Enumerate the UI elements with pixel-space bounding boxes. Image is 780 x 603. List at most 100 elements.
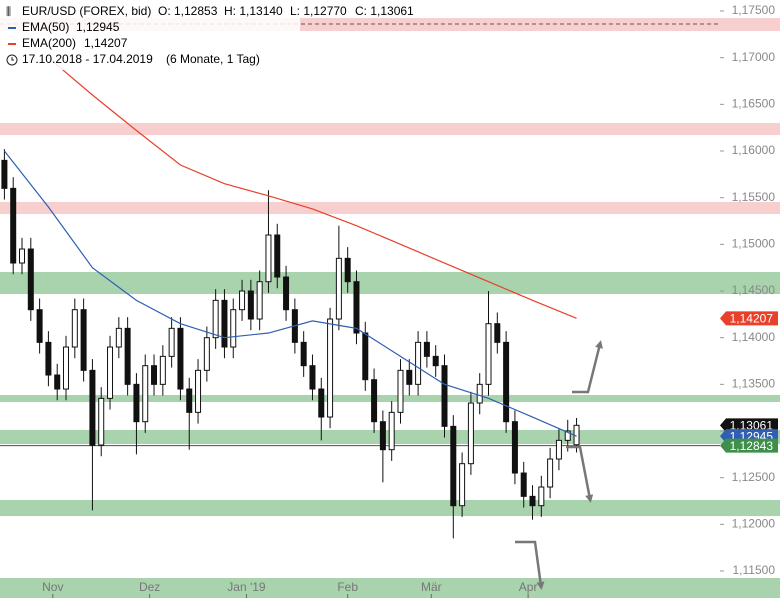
y-tick-label: 1,16500	[732, 97, 776, 111]
x-tick-label: Dez	[139, 580, 160, 594]
price-tag	[720, 438, 778, 453]
candle-body	[27, 248, 34, 311]
candle-body	[19, 248, 26, 264]
y-tick-label: 1,12500	[732, 470, 776, 484]
y-tick-label: 1,16000	[732, 143, 776, 157]
candle-body	[485, 323, 492, 385]
ohlc: O: 1,12853	[158, 4, 218, 18]
candle-body	[71, 309, 78, 348]
candle-body	[423, 341, 430, 357]
candle-body	[212, 299, 219, 339]
candle-body	[450, 425, 457, 507]
y-tick-label: 1,17000	[732, 50, 776, 64]
x-tick-label: Nov	[42, 580, 63, 594]
legend-value: 1,12945	[76, 20, 120, 34]
legend-value: 1,14207	[84, 36, 128, 50]
header-bg	[0, 0, 300, 70]
x-tick-label: Jan '19	[227, 580, 266, 594]
candle-body	[511, 421, 518, 474]
candle-body	[1, 159, 8, 189]
candle-body	[36, 309, 43, 343]
candle-body	[151, 365, 158, 385]
price-tag-label: 1,13061	[730, 419, 774, 433]
candle-body	[221, 299, 228, 348]
candle-body	[371, 379, 378, 423]
date-range: 17.10.2018 - 17.04.2019	[22, 52, 153, 66]
candle-body	[415, 341, 422, 385]
candle-body	[353, 281, 360, 334]
zone	[0, 271, 780, 295]
candle-body	[309, 365, 316, 390]
candle-body	[538, 486, 545, 507]
price-tag-label: 1,12843	[730, 439, 774, 453]
candle-body	[159, 355, 166, 385]
candle-body	[230, 309, 237, 348]
candle-body	[10, 187, 17, 264]
y-tick-label: 1,17500	[732, 3, 776, 17]
candle-body	[459, 463, 466, 507]
candle-body	[98, 397, 105, 446]
x-tick-label: Feb	[337, 580, 358, 594]
candle-body	[283, 276, 290, 311]
candle-body	[344, 257, 351, 283]
zone	[0, 201, 780, 215]
candle-body	[327, 318, 334, 418]
candle-body	[362, 332, 369, 381]
candle-body	[45, 341, 52, 376]
y-tick-label: 1,15500	[732, 190, 776, 204]
arrow-down	[566, 445, 594, 503]
zone	[0, 578, 780, 600]
y-tick-label: 1,14000	[732, 330, 776, 344]
legend-label: EMA(50)	[22, 20, 69, 34]
candle-body	[494, 323, 501, 343]
title: EUR/USD (FOREX, bid)	[22, 4, 151, 18]
x-tick-label: Mär	[421, 580, 442, 594]
candle-body	[432, 355, 439, 367]
ohlc: L: 1,12770	[290, 4, 347, 18]
candle-body	[503, 341, 510, 423]
candle-body	[265, 234, 272, 283]
candle-body	[274, 234, 281, 278]
candle-body	[168, 327, 175, 357]
candle-body	[467, 402, 474, 465]
zone	[0, 499, 780, 517]
candle-body	[397, 369, 404, 413]
candle-body	[195, 369, 202, 413]
candle-body	[124, 327, 131, 385]
candle-body	[335, 257, 342, 320]
clock-hands	[11, 57, 14, 61]
price-tag	[720, 418, 778, 433]
candle-body	[80, 309, 87, 371]
candle-body	[529, 495, 536, 507]
candle-body	[476, 383, 483, 404]
candle-body	[379, 421, 386, 451]
candle-body	[203, 337, 210, 371]
candle-body	[107, 346, 114, 399]
candle-body	[520, 472, 527, 497]
y-tick-label: 1,15000	[732, 237, 776, 251]
candle-body	[300, 341, 307, 367]
ema-line	[48, 57, 577, 319]
candle-body	[133, 383, 140, 423]
y-tick-label: 1,13500	[732, 377, 776, 391]
price-tag	[720, 311, 778, 326]
ema-line	[3, 150, 577, 437]
clock-icon	[6, 54, 18, 66]
candle-body	[564, 430, 571, 441]
candle-body	[388, 411, 395, 451]
candle-body	[247, 290, 254, 320]
candle-body	[256, 281, 263, 320]
candle-body	[142, 365, 149, 423]
price-tag-label: 1,14207	[730, 312, 774, 326]
candle-body	[406, 369, 413, 385]
candle-body	[115, 327, 122, 348]
ohlc: C: 1,13061	[355, 4, 414, 18]
candle-body	[547, 458, 554, 488]
candle-body	[54, 374, 61, 390]
arrows	[515, 340, 603, 590]
candle-body	[441, 365, 448, 427]
zone	[0, 123, 780, 136]
candle-body	[186, 388, 193, 413]
period: (6 Monate, 1 Tag)	[166, 52, 260, 66]
